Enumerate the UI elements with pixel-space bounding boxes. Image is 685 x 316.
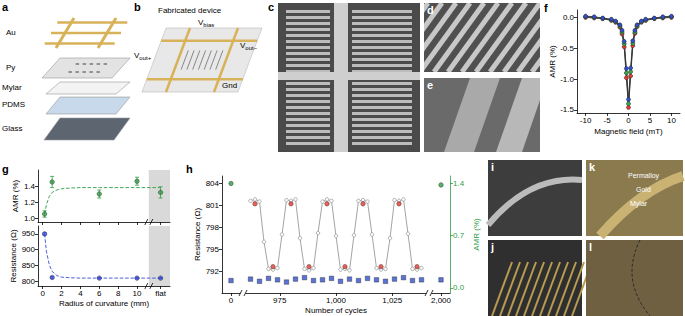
svg-text:j: j <box>490 241 494 253</box>
svg-text:Magnetic field (mT): Magnetic field (mT) <box>594 127 663 136</box>
svg-text:0.0: 0.0 <box>453 283 465 292</box>
svg-text:850: 850 <box>22 261 36 270</box>
svg-text:AMR (%): AMR (%) <box>472 218 481 251</box>
svg-text:e: e <box>427 79 433 91</box>
svg-text:-10: -10 <box>580 116 592 125</box>
svg-text:Gnd: Gnd <box>222 81 237 90</box>
svg-text:Gold: Gold <box>636 186 651 193</box>
svg-text:g: g <box>2 163 9 175</box>
svg-text:a: a <box>2 1 9 13</box>
svg-text:l: l <box>589 241 592 253</box>
svg-text:1.2: 1.2 <box>24 198 36 207</box>
svg-text:1.4: 1.4 <box>453 179 465 188</box>
svg-text:2: 2 <box>59 289 64 298</box>
svg-text:804: 804 <box>206 179 220 188</box>
svg-text:1,025: 1,025 <box>382 296 403 305</box>
svg-text:900: 900 <box>22 245 36 254</box>
svg-text:800: 800 <box>22 277 36 286</box>
svg-text:Au: Au <box>6 28 16 37</box>
svg-text:975: 975 <box>273 296 287 305</box>
svg-text:PDMS: PDMS <box>2 100 25 109</box>
svg-text:h: h <box>186 163 193 175</box>
svg-text:1.4: 1.4 <box>24 182 36 191</box>
svg-text:Mylar: Mylar <box>2 83 22 92</box>
svg-text:Mylar: Mylar <box>630 200 648 208</box>
svg-text:10: 10 <box>133 289 142 298</box>
svg-text:i: i <box>491 161 494 173</box>
svg-text:0: 0 <box>40 289 45 298</box>
svg-text:d: d <box>427 4 434 16</box>
svg-text:5: 5 <box>648 116 653 125</box>
svg-text:b: b <box>134 1 141 13</box>
svg-text:Vout−: Vout− <box>240 41 258 51</box>
svg-text:flat: flat <box>155 289 166 298</box>
svg-text:-1.0: -1.0 <box>560 75 574 84</box>
svg-text:f: f <box>544 2 548 14</box>
svg-text:0: 0 <box>626 116 631 125</box>
svg-text:950: 950 <box>22 229 36 238</box>
svg-text:0.0: 0.0 <box>563 13 575 22</box>
svg-text:Resistance (Ω): Resistance (Ω) <box>9 229 18 282</box>
svg-text:792: 792 <box>206 267 220 276</box>
svg-text:Resistance (Ω): Resistance (Ω) <box>193 208 202 261</box>
svg-text:795: 795 <box>206 245 220 254</box>
svg-text:Permalloy: Permalloy <box>628 172 660 180</box>
svg-text:8: 8 <box>116 289 121 298</box>
svg-text:c: c <box>268 1 274 13</box>
svg-text:AMR (%): AMR (%) <box>548 45 557 78</box>
svg-text:798: 798 <box>206 223 220 232</box>
svg-text:0: 0 <box>229 296 234 305</box>
svg-text:1.0: 1.0 <box>24 214 36 223</box>
svg-text:-0.5: -0.5 <box>560 44 574 53</box>
svg-text:-5: -5 <box>603 116 611 125</box>
svg-text:0.7: 0.7 <box>453 231 465 240</box>
svg-text:6: 6 <box>97 289 102 298</box>
svg-text:Fabricated device: Fabricated device <box>158 6 222 15</box>
svg-text:Py: Py <box>6 63 15 72</box>
svg-text:k: k <box>589 161 596 173</box>
svg-text:2,000: 2,000 <box>431 296 452 305</box>
svg-text:-1.5: -1.5 <box>560 105 574 114</box>
svg-text:1,000: 1,000 <box>326 296 347 305</box>
svg-text:Number of cycles: Number of cycles <box>305 306 367 315</box>
svg-text:AMR (%): AMR (%) <box>11 179 20 212</box>
svg-text:4: 4 <box>78 289 83 298</box>
svg-text:Vbias: Vbias <box>198 18 214 28</box>
svg-text:Vout+: Vout+ <box>134 51 152 61</box>
svg-text:10: 10 <box>667 116 676 125</box>
svg-text:Radius of curvature (mm): Radius of curvature (mm) <box>59 299 150 308</box>
svg-text:801: 801 <box>206 201 220 210</box>
svg-text:Glass: Glass <box>2 124 22 133</box>
